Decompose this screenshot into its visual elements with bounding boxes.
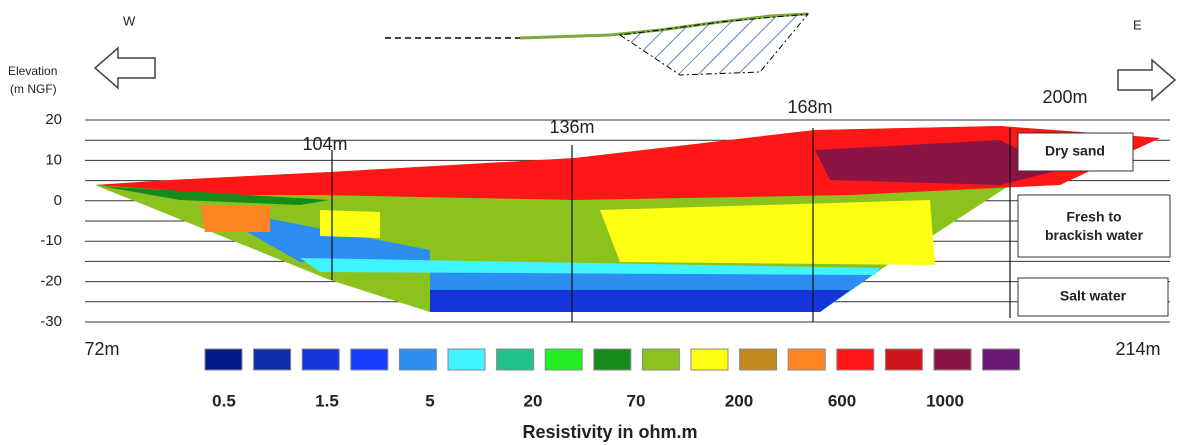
legend-swatch — [739, 348, 778, 371]
legend-swatch — [690, 348, 729, 371]
distance-label: 200m — [1042, 87, 1087, 107]
section — [95, 126, 1160, 312]
elevation-label: Elevation — [8, 64, 57, 78]
legend-swatch — [787, 348, 826, 371]
legend-label: 70 — [627, 391, 646, 410]
legend-label: 1000 — [926, 391, 964, 410]
y-tick-label: 10 — [45, 151, 62, 168]
legend-label: 5 — [425, 391, 434, 410]
legend: 0.5 1.5 5 20 70 200 600 1000 — [204, 348, 1021, 410]
legend-label: 20 — [524, 391, 543, 410]
y-tick-label: -10 — [40, 232, 62, 249]
layer-label: Salt water — [1060, 288, 1127, 304]
elevation-unit: (m NGF) — [10, 82, 57, 96]
y-tick-label: 0 — [54, 192, 62, 209]
legend-swatch — [593, 348, 632, 371]
east-label: E — [1133, 17, 1142, 32]
legend-swatch — [641, 348, 680, 371]
west-arrow — [93, 46, 156, 90]
layer-label: Fresh to brackish water — [1045, 208, 1144, 242]
legend-swatch — [204, 348, 243, 371]
legend-swatch — [301, 348, 340, 371]
legend-title: Resistivity in ohm.m — [522, 422, 697, 442]
legend-swatch — [398, 348, 437, 371]
legend-swatch — [544, 348, 583, 371]
legend-swatch — [836, 348, 875, 371]
legend-label: 600 — [828, 391, 856, 410]
layer-label: Dry sand — [1045, 143, 1105, 159]
west-label: W — [123, 13, 136, 28]
legend-swatch — [496, 348, 535, 371]
y-tick-label: -20 — [40, 273, 62, 290]
layer-boxes — [1017, 132, 1171, 317]
legend-swatch — [933, 348, 972, 371]
y-tick-label: 20 — [45, 111, 62, 128]
legend-label: 200 — [725, 391, 753, 410]
distance-label: 168m — [787, 97, 832, 117]
legend-label: 1.5 — [315, 391, 339, 410]
east-arrow — [1117, 58, 1177, 102]
y-tick-label: -30 — [40, 313, 62, 330]
distance-end: 214m — [1115, 339, 1160, 359]
distance-start: 72m — [84, 339, 119, 359]
legend-swatch — [253, 348, 292, 371]
cliff-sketch — [385, 12, 810, 76]
legend-label: 0.5 — [212, 391, 236, 410]
distance-label: 136m — [549, 117, 594, 137]
legend-swatch — [982, 348, 1021, 371]
legend-swatch — [884, 348, 923, 371]
legend-swatch — [447, 348, 486, 371]
legend-swatch — [350, 348, 389, 371]
distance-label: 104m — [302, 134, 347, 154]
section-lines — [331, 128, 1011, 322]
